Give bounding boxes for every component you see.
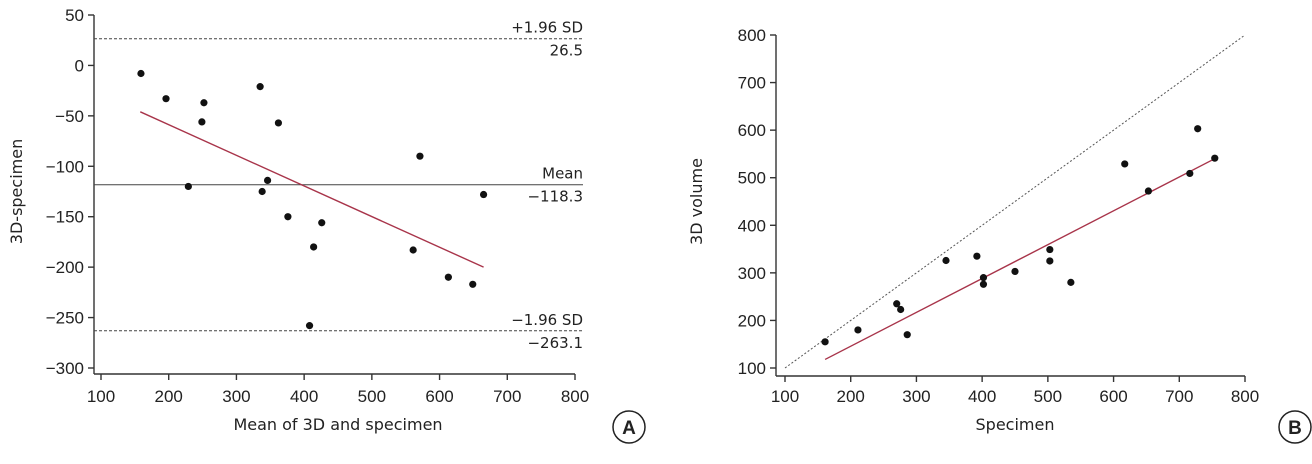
y-tick-label: −50	[55, 107, 84, 126]
x-tick-label: 300	[222, 387, 250, 406]
data-point	[1194, 125, 1202, 133]
regression-line	[824, 158, 1216, 361]
y-tick-label: 400	[738, 216, 766, 235]
y-tick-label: −100	[46, 157, 84, 176]
x-tick-label: 200	[155, 387, 183, 406]
panel-a-label: A	[612, 410, 646, 444]
data-point	[198, 118, 206, 126]
data-point	[1046, 257, 1054, 265]
x-tick-label: 800	[1231, 387, 1259, 406]
identity-line	[784, 34, 1246, 369]
x-tick-label: 500	[358, 387, 386, 406]
reference-line-value: −118.3	[527, 188, 583, 206]
data-point	[200, 99, 208, 107]
reference-line-value: 26.5	[550, 42, 583, 60]
data-point	[1186, 169, 1194, 178]
y-axis-title: 3D volume	[687, 158, 706, 245]
data-point	[137, 69, 145, 78]
x-tick-label: 200	[837, 387, 865, 406]
data-point	[479, 190, 488, 199]
data-point	[1011, 267, 1019, 276]
y-tick-label: −250	[46, 309, 84, 328]
y-tick-label: 500	[738, 169, 766, 188]
x-tick-label: 800	[561, 387, 589, 406]
data-point	[162, 95, 170, 103]
reference-line-value: −263.1	[527, 334, 583, 352]
data-point	[310, 243, 318, 251]
data-point	[409, 246, 417, 254]
data-point	[305, 322, 314, 330]
data-point	[821, 338, 829, 346]
x-axis-title: Mean of 3D and specimen	[233, 415, 442, 434]
data-point	[416, 152, 424, 160]
data-point	[469, 280, 477, 288]
panel-b-chart: 800 700 600 500 400 300 200 100 100 200 300 400 500 6…	[687, 26, 1259, 434]
x-tick-label: 500	[1034, 387, 1062, 406]
data-point	[274, 119, 283, 127]
reference-line-label: Mean	[542, 165, 583, 183]
x-tick-label: 100	[87, 387, 115, 406]
data-point	[942, 256, 950, 265]
x-tick-label: 100	[771, 387, 799, 406]
panel-b-label: B	[1278, 410, 1312, 444]
x-tick-label: 700	[1165, 387, 1193, 406]
svg-text:B: B	[1288, 418, 1302, 439]
data-point	[979, 274, 988, 282]
reference-line-label: −1.96 SD	[511, 311, 583, 329]
data-point	[1121, 160, 1129, 168]
y-tick-label: −150	[46, 208, 84, 227]
data-point	[893, 300, 901, 308]
y-tick-label: −300	[46, 359, 84, 378]
data-point	[258, 187, 266, 196]
data-point	[1144, 187, 1152, 195]
data-point	[1211, 154, 1219, 162]
data-point	[903, 331, 911, 339]
x-tick-label: 300	[902, 387, 930, 406]
y-tick-label: 100	[738, 359, 766, 378]
y-tick-label: 50	[65, 6, 84, 25]
x-tick-label: 600	[425, 387, 453, 406]
data-point	[444, 273, 452, 281]
data-point	[184, 182, 192, 191]
y-tick-label: 800	[738, 26, 766, 45]
y-axis-title: 3D-specimen	[7, 139, 26, 244]
y-tick-label: 0	[75, 56, 84, 75]
x-tick-label: 700	[493, 387, 521, 406]
data-point	[1046, 245, 1054, 254]
reference-line-label: +1.96 SD	[511, 19, 583, 37]
regression-line	[139, 111, 484, 268]
y-tick-label: −200	[46, 258, 84, 277]
data-point	[1067, 278, 1075, 286]
data-point	[263, 176, 272, 185]
y-tick-label: 600	[738, 121, 766, 140]
y-tick-label: 700	[738, 74, 766, 93]
x-tick-label: 600	[1099, 387, 1127, 406]
x-axis-title: Specimen	[976, 415, 1055, 434]
y-tick-label: 200	[738, 311, 766, 330]
data-point	[897, 305, 905, 314]
data-point	[854, 326, 862, 334]
data-point	[256, 83, 264, 91]
data-point	[284, 213, 292, 221]
x-tick-label: 400	[968, 387, 996, 406]
data-point	[979, 280, 988, 288]
data-point	[973, 252, 981, 260]
y-tick-label: 300	[738, 264, 766, 283]
data-point	[318, 219, 326, 227]
svg-text:A: A	[622, 418, 636, 439]
x-tick-label: 400	[290, 387, 318, 406]
